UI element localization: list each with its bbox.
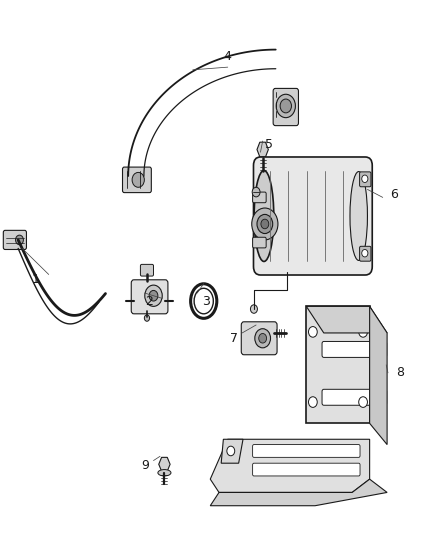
Polygon shape bbox=[306, 306, 370, 423]
Circle shape bbox=[145, 285, 162, 306]
FancyBboxPatch shape bbox=[241, 322, 277, 355]
FancyBboxPatch shape bbox=[360, 172, 371, 187]
Circle shape bbox=[149, 290, 158, 301]
Polygon shape bbox=[370, 306, 387, 445]
Polygon shape bbox=[221, 439, 243, 463]
FancyBboxPatch shape bbox=[254, 157, 372, 275]
FancyBboxPatch shape bbox=[141, 264, 153, 276]
Text: 1: 1 bbox=[32, 273, 39, 286]
FancyBboxPatch shape bbox=[253, 237, 266, 248]
Circle shape bbox=[359, 397, 367, 407]
Circle shape bbox=[132, 172, 145, 187]
Circle shape bbox=[255, 329, 271, 348]
Polygon shape bbox=[210, 479, 387, 506]
Circle shape bbox=[259, 334, 267, 343]
FancyBboxPatch shape bbox=[4, 230, 26, 249]
Ellipse shape bbox=[158, 470, 171, 476]
Circle shape bbox=[280, 99, 291, 113]
Text: 9: 9 bbox=[141, 459, 149, 472]
Circle shape bbox=[252, 208, 278, 240]
Circle shape bbox=[252, 187, 260, 197]
FancyBboxPatch shape bbox=[253, 445, 360, 457]
Text: 4: 4 bbox=[224, 50, 232, 63]
Circle shape bbox=[257, 214, 273, 233]
FancyBboxPatch shape bbox=[253, 463, 360, 476]
FancyBboxPatch shape bbox=[322, 342, 387, 358]
Circle shape bbox=[359, 327, 367, 337]
Circle shape bbox=[362, 175, 368, 182]
Polygon shape bbox=[159, 457, 170, 471]
FancyBboxPatch shape bbox=[123, 167, 151, 192]
Polygon shape bbox=[210, 439, 370, 492]
FancyBboxPatch shape bbox=[253, 192, 266, 203]
Circle shape bbox=[308, 397, 317, 407]
FancyBboxPatch shape bbox=[273, 88, 298, 126]
Text: 5: 5 bbox=[265, 138, 273, 151]
FancyBboxPatch shape bbox=[322, 389, 387, 405]
Text: 6: 6 bbox=[390, 188, 398, 201]
Text: 2: 2 bbox=[145, 295, 153, 308]
Circle shape bbox=[308, 327, 317, 337]
Circle shape bbox=[251, 305, 258, 313]
Circle shape bbox=[276, 94, 295, 118]
Polygon shape bbox=[257, 142, 268, 157]
FancyBboxPatch shape bbox=[131, 280, 168, 314]
Text: 7: 7 bbox=[230, 332, 238, 345]
FancyBboxPatch shape bbox=[360, 246, 371, 261]
Text: 3: 3 bbox=[202, 295, 210, 308]
Polygon shape bbox=[306, 306, 387, 333]
Text: 8: 8 bbox=[396, 366, 404, 379]
Ellipse shape bbox=[350, 172, 367, 261]
Circle shape bbox=[15, 235, 23, 245]
Circle shape bbox=[145, 315, 150, 321]
Circle shape bbox=[227, 446, 235, 456]
Circle shape bbox=[362, 249, 368, 257]
Ellipse shape bbox=[254, 171, 274, 262]
Circle shape bbox=[261, 219, 269, 229]
